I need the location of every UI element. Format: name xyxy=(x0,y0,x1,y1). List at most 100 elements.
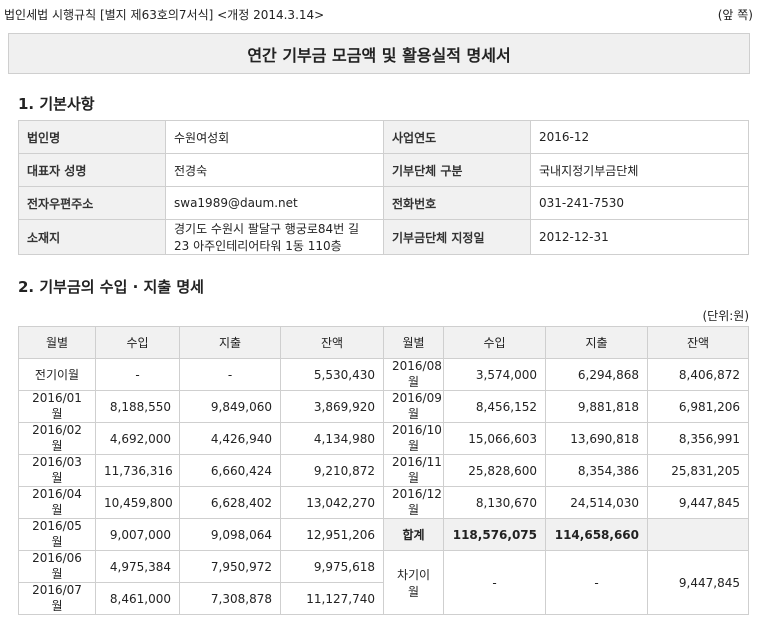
cell: 8,130,670 xyxy=(443,486,546,519)
column-header: 지출 xyxy=(179,326,281,359)
info-label: 전자우편주소 xyxy=(18,186,166,220)
cell: 2016/08월 xyxy=(383,358,444,391)
carry-label: 차기이월 xyxy=(383,550,444,615)
column-header: 지출 xyxy=(545,326,648,359)
money-row: 2016/03월 11,736,316 6,660,424 9,210,872 2016… xyxy=(18,454,749,487)
money-row: 2016/04월 10,459,800 6,628,402 13,042,270 201… xyxy=(18,486,749,519)
column-header: 수입 xyxy=(443,326,546,359)
money-row: 2016/05월 9,007,000 9,098,064 12,951,206 합계 11… xyxy=(18,518,749,551)
cell: 9,007,000 xyxy=(95,518,180,551)
cell: 4,426,940 xyxy=(179,422,281,455)
info-value: 전경숙 xyxy=(165,153,384,187)
info-label: 기부금단체 지정일 xyxy=(383,219,531,255)
info-label: 소재지 xyxy=(18,219,166,255)
info-table: 법인명 수원여성회 사업연도 2016-12 대표자 성명 전경숙 기부단체 구분 국내지정기… xyxy=(18,120,749,255)
total-label: 합계 xyxy=(383,518,444,551)
cell: 11,127,740 xyxy=(280,582,384,615)
cell: 4,134,980 xyxy=(280,422,384,455)
cell: - xyxy=(179,358,281,391)
cell: 8,461,000 xyxy=(95,582,180,615)
info-label: 전화번호 xyxy=(383,186,531,220)
info-row: 대표자 성명 전경숙 기부단체 구분 국내지정기부금단체 xyxy=(18,153,749,187)
money-row: 2016/07월 8,461,000 7,308,878 11,127,740 xyxy=(18,582,749,615)
total-empty xyxy=(647,518,749,551)
section-heading: 2. 기부금의 수입 · 지출 명세 xyxy=(18,278,204,296)
info-row: 법인명 수원여성회 사업연도 2016-12 xyxy=(18,120,749,154)
cell: 2016/06월 xyxy=(18,550,96,583)
info-value: 031-241-7530 xyxy=(530,186,749,220)
cell: 9,447,845 xyxy=(647,486,749,519)
money-table: 월별 수입 지출 잔액 월별 수입 지출 잔액 전기이월 - -5,530,430 2016/08월 3… xyxy=(18,326,749,615)
info-value: 국내지정기부금단체 xyxy=(530,153,749,187)
cell: - xyxy=(95,358,180,391)
cell: 7,308,878 xyxy=(179,582,281,615)
cell: 8,354,386 xyxy=(545,454,648,487)
info-label: 법인명 xyxy=(18,120,166,154)
cell: 13,690,818 xyxy=(545,422,648,455)
info-label: 기부단체 구분 xyxy=(383,153,531,187)
cell: 9,975,618 xyxy=(280,550,384,583)
cell: 2016/05월 xyxy=(18,518,96,551)
form-code: 법인세법 시행규칙 [별지 제63호의7서식] <개정 2014.3.14> xyxy=(4,8,325,22)
cell: 3,869,920 xyxy=(280,390,384,423)
cell: 2016/03월 xyxy=(18,454,96,487)
money-row: 2016/02월 4,692,000 4,426,940 4,134,980 2016/… xyxy=(18,422,749,455)
cell: 8,356,991 xyxy=(647,422,749,455)
section-heading: 1. 기본사항 xyxy=(18,95,95,113)
cell: 5,530,430 xyxy=(280,358,384,391)
cell: 2016/01월 xyxy=(18,390,96,423)
info-value: 경기도 수원시 팔달구 행궁로84번 길 23 아주인테리어타워 1동 110층 xyxy=(165,219,384,255)
info-label: 사업연도 xyxy=(383,120,531,154)
cell: 9,098,064 xyxy=(179,518,281,551)
cell: 6,628,402 xyxy=(179,486,281,519)
cell: 13,042,270 xyxy=(280,486,384,519)
cell: 6,981,206 xyxy=(647,390,749,423)
total-expense: 114,658,660 xyxy=(545,518,648,551)
cell: 12,951,206 xyxy=(280,518,384,551)
cell: 9,881,818 xyxy=(545,390,648,423)
cell: 2016/04월 xyxy=(18,486,96,519)
info-row: 전자우편주소 swa1989@daum.net 전화번호 031-241-7530 xyxy=(18,186,749,220)
info-value: 2012-12-31 xyxy=(530,219,749,255)
cell: 8,406,872 xyxy=(647,358,749,391)
cell: 전기이월 xyxy=(18,358,96,391)
cell: 10,459,800 xyxy=(95,486,180,519)
page-side: (앞 쪽) xyxy=(717,8,753,22)
money-row: 2016/06월 4,975,384 7,950,972 9,975,618 차기이월 -… xyxy=(18,550,749,615)
info-value: swa1989@daum.net xyxy=(165,186,384,220)
cell: 25,828,600 xyxy=(443,454,546,487)
column-header: 월별 xyxy=(18,326,96,359)
cell: 2016/07월 xyxy=(18,582,96,615)
money-row: 2016/01월 8,188,550 9,849,060 3,869,920 2016/… xyxy=(18,390,749,423)
cell: 6,660,424 xyxy=(179,454,281,487)
cell: 2016/12월 xyxy=(383,486,444,519)
cell: 4,975,384 xyxy=(95,550,180,583)
column-header: 잔액 xyxy=(647,326,749,359)
cell: 2016/11월 xyxy=(383,454,444,487)
title: 연간 기부금 모금액 및 활용실적 명세서 xyxy=(8,33,750,74)
cell: 6,294,868 xyxy=(545,358,648,391)
cell: 8,188,550 xyxy=(95,390,180,423)
carry-balance: 9,447,845 xyxy=(647,550,749,615)
carry-income: - xyxy=(443,550,546,615)
cell: 9,849,060 xyxy=(179,390,281,423)
cell: 2016/09월 xyxy=(383,390,444,423)
cell: 8,456,152 xyxy=(443,390,546,423)
total-income: 118,576,075 xyxy=(443,518,546,551)
cell: 15,066,603 xyxy=(443,422,546,455)
money-row: 전기이월 - -5,530,430 2016/08월 3,574,000 6,294,86… xyxy=(18,358,749,391)
cell: 3,574,000 xyxy=(443,358,546,391)
column-header: 수입 xyxy=(95,326,180,359)
column-header: 잔액 xyxy=(280,326,384,359)
cell: 2016/02월 xyxy=(18,422,96,455)
info-label: 대표자 성명 xyxy=(18,153,166,187)
carry-expense: - xyxy=(545,550,648,615)
cell: 25,831,205 xyxy=(647,454,749,487)
cell: 24,514,030 xyxy=(545,486,648,519)
info-row: 소재지 경기도 수원시 팔달구 행궁로84번 길 23 아주인테리어타워 1동 1… xyxy=(18,219,749,255)
cell: 4,692,000 xyxy=(95,422,180,455)
cell: 7,950,972 xyxy=(179,550,281,583)
info-value: 수원여성회 xyxy=(165,120,384,154)
cell: 9,210,872 xyxy=(280,454,384,487)
